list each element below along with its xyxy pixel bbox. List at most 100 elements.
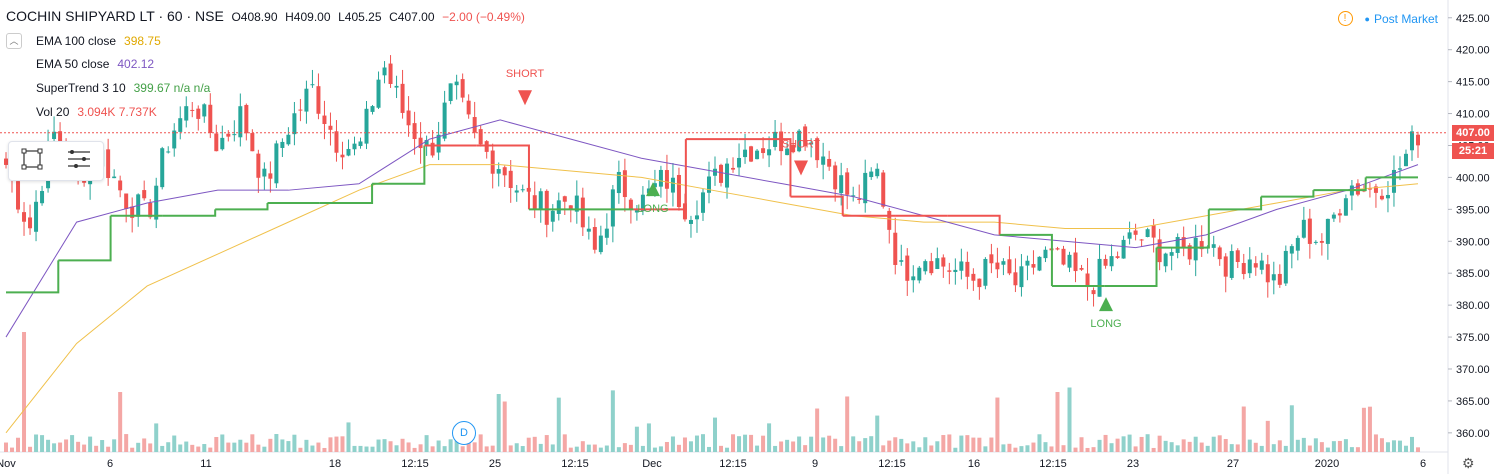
volume-bar [1301,437,1306,452]
volume-bar [448,439,453,452]
candle-body [280,141,285,148]
legend-volume[interactable]: Vol 20 3.094K 7.737K [6,105,157,119]
supertrend-line [738,138,792,197]
volume-bar [28,446,33,452]
dividend-badge[interactable]: D [452,421,476,445]
volume-bar [863,438,868,452]
volume-bar [154,423,159,452]
volume-bar [755,445,760,452]
menu-lines-icon[interactable] [66,149,92,174]
rectangle-tool-icon[interactable] [21,148,43,175]
candle-body [232,134,237,136]
warning-icon[interactable]: ! [1337,11,1353,26]
candle-body [827,158,832,167]
volume-bar [304,439,309,452]
volume-bar [682,437,687,452]
candle-body [749,146,754,162]
volume-bar [466,439,471,452]
candle-body [268,173,273,179]
volume-bar [88,436,93,452]
volume-bar [262,446,267,452]
post-market-indicator[interactable]: ! ● Post Market [1337,11,1438,26]
long-signal-label: LONG [637,203,668,215]
candle-body [508,170,513,189]
candle-body [1013,272,1018,286]
volume-bar [34,434,39,452]
legend-ema50[interactable]: EMA 50 close 402.12 [6,57,154,71]
legend-ema100[interactable]: ︿ EMA 100 close 398.75 [6,33,161,49]
volume-bar [244,442,249,452]
volume-bar [562,434,567,452]
short-signal-label: SHORT [782,138,821,150]
volume-bar [1019,446,1024,452]
candle-body [124,193,129,209]
drawing-toolbar [8,141,104,181]
candle-body [394,85,399,88]
symbol-title[interactable]: COCHIN SHIPYARD LT · 60 · NSE [6,8,224,24]
volume-bar [1055,392,1060,452]
volume-bar [1205,445,1210,452]
candle-body [568,205,573,210]
candle-body [965,261,970,277]
volume-bar [1325,447,1330,452]
candle-body [719,164,724,183]
candle-body [388,63,393,84]
candle-body [472,117,477,133]
candle-body [550,210,555,222]
volume-bar [622,443,627,452]
volume-bar [256,444,261,452]
volume-bar [658,446,663,452]
candle-body [532,195,537,210]
volume-bar [965,435,970,452]
time-tick-label: 6 [107,458,113,470]
price-tick-label: 425.00 [1456,13,1490,25]
candle-body [761,148,766,154]
volume-bar [106,446,111,452]
candle-body [1181,237,1186,249]
volume-bar [1385,442,1390,452]
countdown-label: 25:21 [1452,143,1494,159]
candle-body [1277,273,1282,285]
candle-body [484,141,489,152]
legend-ema50-value: 402.12 [117,57,155,71]
candle-body [1385,194,1390,199]
price-tick-label: 360.00 [1456,428,1490,440]
volume-bar [1313,438,1318,452]
candle-body [118,180,123,191]
price-tick-label: 410.00 [1456,109,1490,121]
volume-bar [1157,435,1162,452]
collapse-icon[interactable]: ︿ [6,33,22,49]
long-signal-label: LONG [1090,318,1121,330]
volume-bar [719,445,724,452]
volume-bar [917,447,922,452]
volume-bar [1073,447,1078,452]
candle-body [1055,248,1060,250]
volume-bar [52,443,57,452]
candle-body [1325,218,1330,244]
volume-bar [214,436,219,452]
volume-bar [1367,406,1372,452]
volume-bar [592,444,597,452]
volume-bar [148,443,153,452]
candle-body [364,108,369,144]
legend-supertrend[interactable]: SuperTrend 3 10 399.67 n/a n/a [6,81,210,95]
volume-bar [202,444,207,452]
volume-bar [280,439,285,452]
low-value: L405.25 [338,10,382,24]
volume-bar [490,445,495,452]
volume-bar [1259,445,1264,452]
price-tick-label: 380.00 [1456,300,1490,312]
candle-body [1271,274,1276,281]
volume-bar [706,446,711,452]
volume-bar [526,437,531,452]
volume-bar [220,434,225,452]
candle-body [142,190,147,199]
candle-body [460,79,465,98]
volume-bar [508,445,513,452]
candle-body [604,228,609,238]
volume-bar [76,441,81,452]
candle-body [851,195,856,197]
volume-bar [394,445,399,452]
time-tick-label: 18 [329,458,341,470]
